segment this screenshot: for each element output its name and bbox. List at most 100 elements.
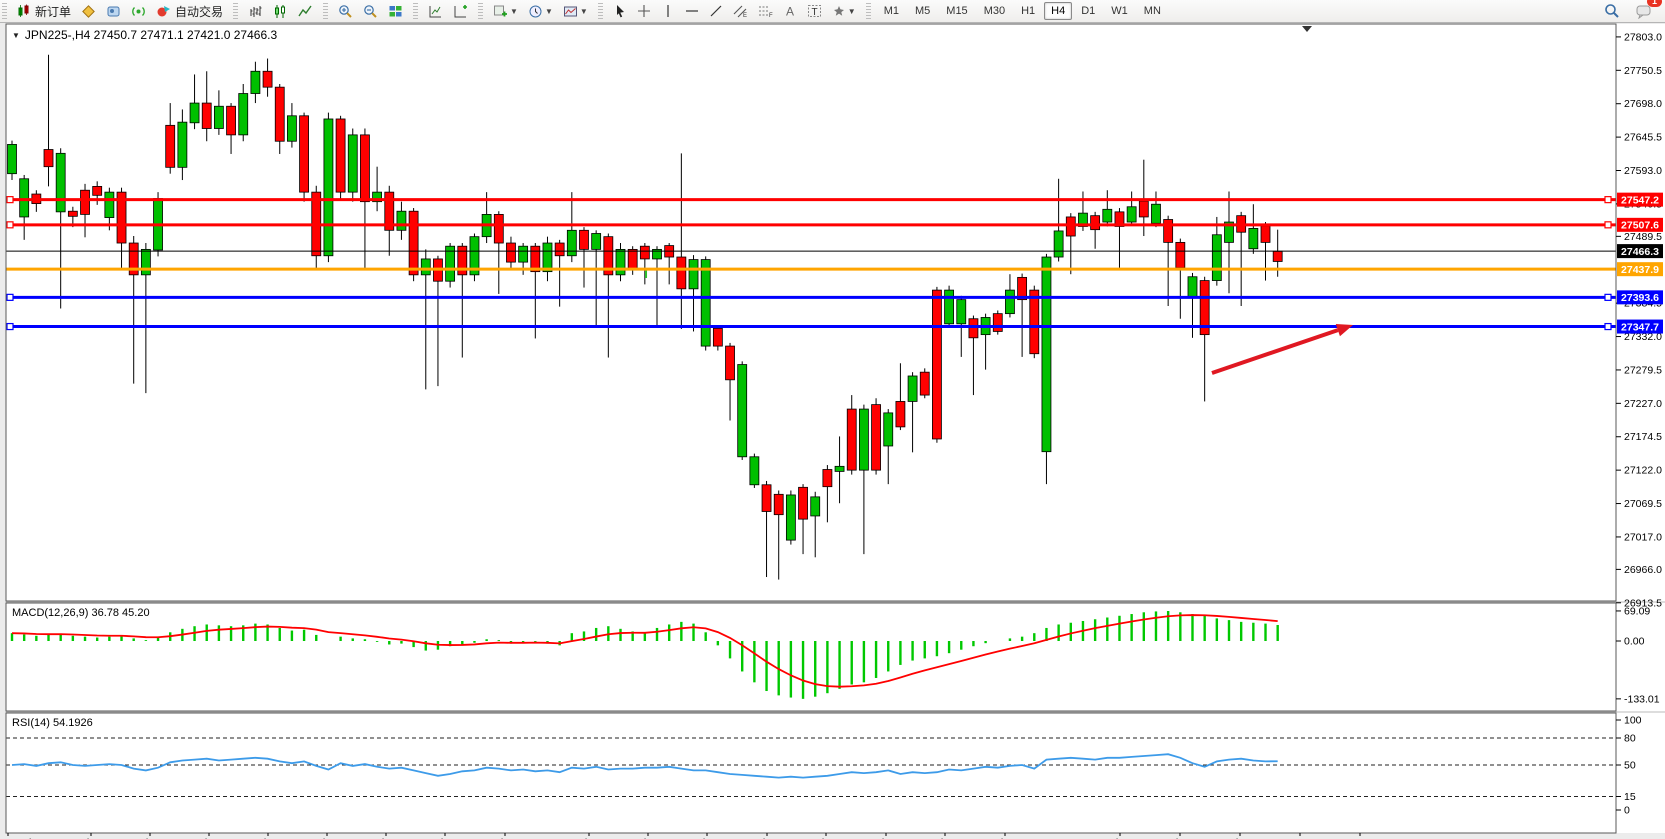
templates-icon (563, 4, 578, 19)
profiles-button[interactable] (449, 0, 472, 22)
svg-text:22 Feb 10:55: 22 Feb 10:55 (795, 837, 857, 839)
red-arrow-annotation[interactable] (1211, 324, 1353, 375)
svg-text:27489.5: 27489.5 (1624, 231, 1662, 243)
auto-trading-label: 自动交易 (175, 4, 224, 19)
hline-handle[interactable] (6, 322, 14, 331)
toolbar-grip[interactable] (865, 3, 871, 19)
auto-trading-button[interactable]: 自动交易 (152, 0, 227, 22)
timeframe-m15[interactable]: M15 (946, 5, 968, 17)
chart-title[interactable]: ▼ JPN225-,H4 27450.7 27471.1 27421.0 274… (12, 28, 277, 42)
hline-handle[interactable] (6, 221, 14, 229)
svg-text:21 Feb 00:00: 21 Feb 00:00 (676, 837, 738, 839)
chart-window[interactable]: ▼ JPN225-,H4 27450.7 27471.1 27421.0 274… (0, 22, 1665, 839)
svg-text:69.09: 69.09 (1624, 605, 1650, 617)
tile-windows-button[interactable] (384, 0, 407, 22)
line-chart-mode-button[interactable] (294, 0, 317, 22)
cursor-tool-button[interactable] (609, 0, 631, 22)
chevron-down-icon: ▼ (12, 30, 20, 40)
svg-text:15: 15 (1624, 791, 1636, 803)
new-order-button[interactable]: 新订单 (13, 0, 75, 22)
periods-button[interactable]: ▼ (524, 0, 557, 22)
svg-text:24 Feb 10:55: 24 Feb 10:55 (974, 837, 1036, 839)
shapes-tool-button[interactable]: ▼ (828, 0, 860, 22)
market-watch-button[interactable] (77, 0, 100, 22)
svg-text:27645.5: 27645.5 (1624, 132, 1662, 144)
fibonacci-tool-button[interactable]: F (754, 0, 777, 22)
hline-handle[interactable] (1604, 221, 1612, 229)
horizontal-lines[interactable] (6, 196, 1616, 331)
hline-handle[interactable] (6, 293, 14, 301)
shift-marker-icon[interactable] (1302, 26, 1312, 32)
crosshair-tool-button[interactable] (633, 0, 655, 22)
toolbar-grip[interactable] (2, 3, 7, 19)
candlestick-mode-button[interactable] (269, 0, 292, 22)
search-icon (1604, 3, 1620, 19)
new-chart-icon (428, 4, 443, 19)
timeframe-h1[interactable]: H1 (1021, 5, 1036, 17)
hline-handle[interactable] (1604, 196, 1612, 204)
vertical-line-tool-button[interactable] (657, 0, 679, 22)
profiles-icon (453, 4, 468, 19)
trendline-tool-button[interactable] (705, 0, 727, 22)
svg-text:17 Feb 14:55: 17 Feb 14:55 (558, 837, 620, 839)
price-badges: 27547.2 27507.6 27466.3 27437.9 27393.6 27347… (1617, 192, 1663, 334)
new-order-label: 新订单 (35, 4, 72, 19)
hline-handle[interactable] (1604, 322, 1612, 331)
svg-text:14 Feb 04:00: 14 Feb 04:00 (237, 837, 299, 839)
macd-axis: 69.09 0.00 -133.01 (1616, 605, 1660, 705)
toolbar-grip[interactable] (323, 3, 329, 19)
toolbar-grip[interactable] (597, 3, 603, 19)
chevron-down-icon: ▼ (847, 6, 856, 16)
timeframe-h4[interactable]: H4 (1044, 2, 1073, 20)
svg-text:15 Feb 14:55: 15 Feb 14:55 (355, 837, 417, 839)
toolbar-grip[interactable] (233, 3, 239, 19)
timeframe-m5[interactable]: M5 (915, 5, 931, 17)
toolbar-grip[interactable] (413, 3, 419, 19)
hline-handle[interactable] (1604, 293, 1612, 301)
zoom-out-button[interactable] (359, 0, 382, 22)
svg-text:27279.5: 27279.5 (1624, 364, 1662, 376)
new-chart-button[interactable] (424, 0, 447, 22)
svg-text:27547.2: 27547.2 (1621, 194, 1659, 206)
svg-text:A: A (786, 5, 794, 19)
add-indicator-button[interactable]: ▼ (489, 0, 522, 22)
templates-button[interactable]: ▼ (559, 0, 592, 22)
bar-chart-mode-button[interactable] (244, 0, 267, 22)
new-order-icon (17, 4, 31, 18)
signals-button[interactable] (127, 0, 150, 22)
svg-text:27507.6: 27507.6 (1621, 220, 1659, 232)
chat-button[interactable]: 1 (1632, 0, 1662, 22)
time-axis[interactable]: 9 Feb 202310 Feb 04:0012 Feb 23:3013 Feb… (7, 833, 1388, 839)
chart-canvas[interactable]: T 27803.0 27750.5 27698.0 27645.5 27593.0 2754… (0, 22, 1665, 839)
timeframe-mn[interactable]: MN (1143, 5, 1161, 17)
svg-text:100: 100 (1624, 715, 1642, 727)
toolbar-grip[interactable] (478, 3, 484, 19)
add-indicator-icon (493, 4, 508, 19)
timeframe-m1[interactable]: M1 (883, 5, 899, 17)
svg-text:27593.0: 27593.0 (1624, 165, 1662, 177)
svg-text:21 Feb 18:55: 21 Feb 18:55 (736, 837, 798, 839)
timeframe-m30[interactable]: M30 (983, 5, 1006, 17)
chart-title-text: JPN225-,H4 27450.7 27471.1 27421.0 27466… (24, 28, 278, 42)
price-axis[interactable]: 27803.027750.527698.027645.527593.027540… (1616, 31, 1662, 609)
horizontal-line-tool-button[interactable] (681, 0, 703, 22)
zoom-in-button[interactable] (334, 0, 357, 22)
navigator-button[interactable] (102, 0, 125, 22)
svg-text:26966.0: 26966.0 (1624, 564, 1662, 576)
svg-text:50: 50 (1624, 760, 1636, 772)
equidistant-channel-icon: E (733, 4, 748, 18)
t-marker-annotation[interactable]: T (642, 265, 651, 281)
svg-text:27 Feb 00:00: 27 Feb 00:00 (1089, 837, 1151, 839)
channel-tool-button[interactable]: E (729, 0, 752, 22)
label-tool-button[interactable]: T (803, 0, 826, 22)
text-tool-button[interactable]: A (779, 0, 801, 22)
svg-text:28 Feb 10:55: 28 Feb 10:55 (1209, 837, 1271, 839)
market-watch-icon (81, 4, 96, 19)
timeframe-w1[interactable]: W1 (1111, 5, 1128, 17)
svg-text:9 Feb 2023: 9 Feb 2023 (8, 837, 61, 839)
search-button[interactable] (1600, 0, 1624, 22)
hline-handle[interactable] (6, 196, 14, 204)
timeframe-d1[interactable]: D1 (1081, 5, 1096, 17)
svg-text:27466.3: 27466.3 (1621, 246, 1659, 258)
